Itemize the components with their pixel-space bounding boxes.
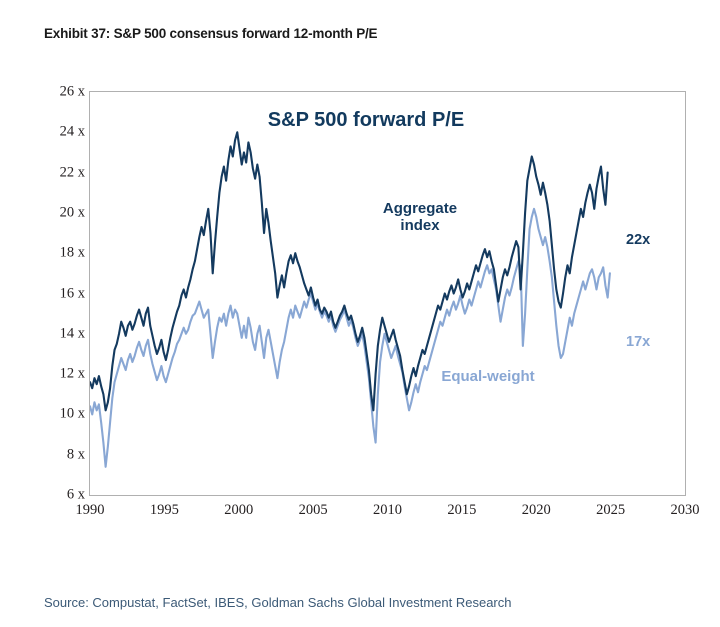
y-axis-tick-14: 14 x bbox=[59, 325, 85, 342]
chart-figure: 26 x 24 x 22 x 20 x 18 x 16 x 14 x 12 x 10 x 8 x 6… bbox=[0, 78, 720, 528]
y-axis-tick-24: 24 x bbox=[59, 123, 85, 140]
y-axis-tick-12: 12 x bbox=[59, 365, 85, 382]
end-label-aggregate: 22x bbox=[626, 232, 651, 248]
x-axis-tick-2005: 2005 bbox=[298, 502, 328, 518]
annotation-aggregate-index: Aggregate index bbox=[330, 200, 510, 235]
y-axis-tick-8: 8 x bbox=[66, 446, 85, 463]
x-axis-tick-2010: 2010 bbox=[373, 502, 402, 518]
end-label-equal-weight: 17x bbox=[626, 334, 651, 350]
x-axis-tick-2000: 2000 bbox=[224, 502, 254, 518]
annotation-aggregate-line2: index bbox=[400, 217, 440, 235]
annotation-aggregate-line1: Aggregate bbox=[382, 200, 458, 217]
chart-title: S&P 500 forward P/E bbox=[267, 109, 465, 131]
source-note: Source: Compustat, FactSet, IBES, Goldma… bbox=[44, 595, 512, 610]
y-axis-tick-16: 16 x bbox=[59, 285, 85, 301]
y-axis-tick-22: 22 x bbox=[59, 164, 85, 181]
y-axis-tick-18: 18 x bbox=[59, 244, 85, 261]
x-axis-tick-1990: 1990 bbox=[75, 502, 105, 518]
x-axis-tick-1995: 1995 bbox=[149, 502, 179, 518]
x-axis-tick-2025: 2025 bbox=[596, 502, 626, 518]
plot-area bbox=[89, 91, 686, 496]
y-axis-tick-10: 10 x bbox=[59, 405, 85, 422]
annotation-equal-weight: Equal-weight bbox=[441, 368, 535, 385]
x-axis-tick-2030: 2030 bbox=[670, 502, 700, 518]
line-equal-weight bbox=[90, 207, 611, 468]
x-axis-tick-2020: 2020 bbox=[521, 502, 551, 518]
line-aggregate-index bbox=[90, 131, 609, 412]
exhibit-title: Exhibit 37: S&P 500 consensus forward 12… bbox=[44, 26, 378, 41]
y-axis-tick-6: 6 x bbox=[66, 486, 85, 503]
x-axis-tick-2015: 2015 bbox=[447, 502, 477, 518]
series-canvas bbox=[90, 131, 611, 468]
y-axis-tick-26: 26 x bbox=[59, 83, 85, 100]
y-axis-tick-20: 20 x bbox=[59, 204, 85, 221]
